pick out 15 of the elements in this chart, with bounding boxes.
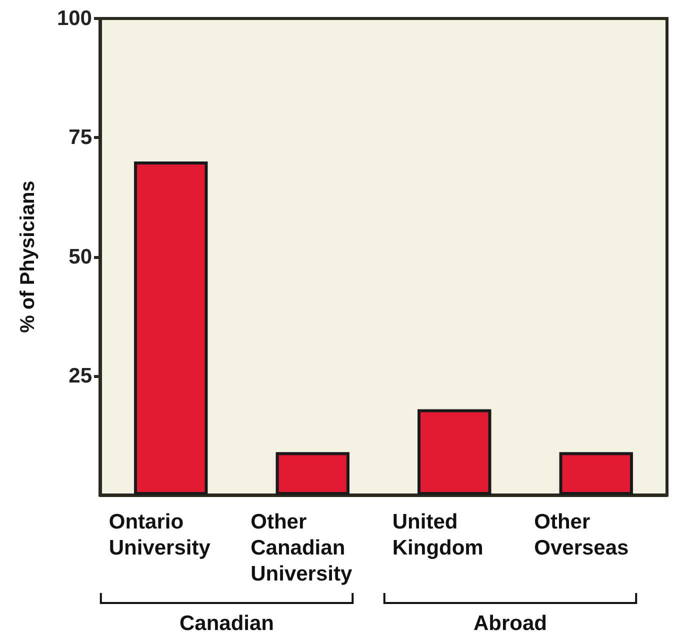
text: Abroad [474,612,547,635]
y-tick-label: 50 [68,245,92,268]
y-axis-title: % of Physicians [17,180,39,333]
bar [276,452,350,495]
y-tick-label: 25 [68,364,92,388]
bar [559,452,633,495]
x-tick-label: Ontario University [108,510,211,560]
y-tick-label: 100 [56,7,92,30]
x-tick-label: United Kingdom [392,510,484,560]
text: Canadian [179,612,274,635]
x-tick-label: Other Overseas [534,510,629,560]
y-tick-label: 75 [68,126,92,150]
bar [134,161,208,495]
bar [418,409,492,495]
x-tick-label: Other Canadian University [250,510,352,586]
